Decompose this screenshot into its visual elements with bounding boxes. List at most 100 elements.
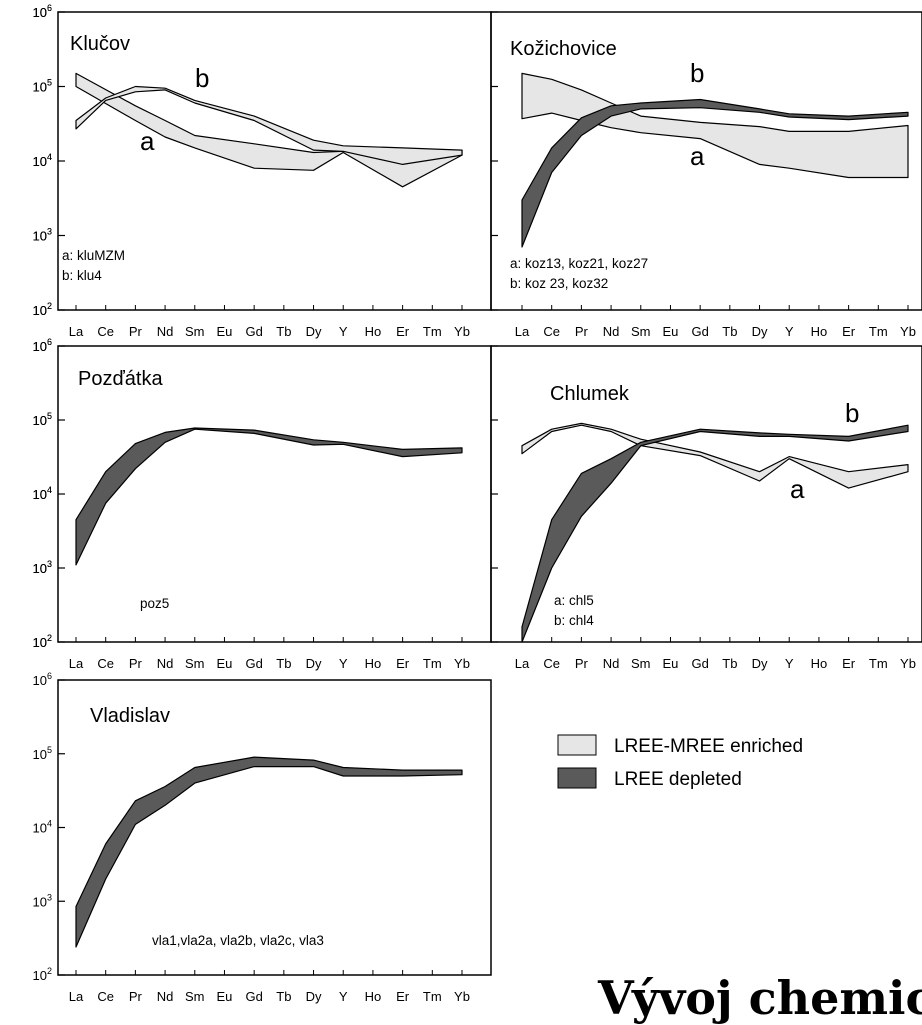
panel-title: Klučov [70,33,130,55]
footer-heading-fragment: Vývoj chemick [598,971,922,1025]
x-tick-label-sm: Sm [185,324,205,339]
legend-label-enriched: LREE-MREE enriched [614,736,803,757]
x-tick-label-tb: Tb [722,324,737,339]
band-sample-depleted [75,427,463,566]
x-tick-label-yb: Yb [900,324,916,339]
panel-title: Chlumek [550,383,630,405]
x-tick-label-gd: Gd [245,656,262,671]
panel-title: Vladislav [90,705,170,727]
band-b-enriched [75,85,463,165]
x-tick-label-sm: Sm [631,656,651,671]
x-tick-label-er: Er [396,989,410,1004]
x-tick-label-tm: Tm [423,989,442,1004]
y-tick-label: 104 [33,152,52,169]
x-tick-label-ho: Ho [811,656,828,671]
band-a-enriched [521,422,909,489]
x-tick-label-dy: Dy [306,324,322,339]
sample-note: poz5 [140,596,169,611]
x-tick-label-tb: Tb [276,656,291,671]
x-tick-label-pr: Pr [129,656,143,671]
x-tick-label-y: Y [339,656,348,671]
x-tick-label-la: La [69,989,84,1004]
y-tick-label: 106 [33,3,52,20]
band-label-a: a [140,126,155,156]
x-tick-label-sm: Sm [631,324,651,339]
x-tick-label-tb: Tb [722,656,737,671]
legend-label-depleted: LREE depleted [614,769,742,790]
x-tick-label-er: Er [842,324,856,339]
y-tick-label: 105 [33,411,52,428]
sample-note: a: kluMZM [62,248,125,263]
x-tick-label-y: Y [339,989,348,1004]
band-b-depleted [521,424,909,643]
x-tick-label-dy: Dy [752,656,768,671]
band-sample-depleted [75,756,463,948]
x-tick-label-tm: Tm [869,324,888,339]
sample-note: b: klu4 [62,268,102,283]
legend-swatch-enriched [557,734,597,756]
x-tick-label-ce: Ce [97,656,114,671]
x-tick-label-y: Y [339,324,348,339]
x-tick-label-pr: Pr [575,324,589,339]
x-tick-label-er: Er [842,656,856,671]
x-tick-label-yb: Yb [900,656,916,671]
sample-note: a: chl5 [554,593,594,608]
x-tick-label-gd: Gd [691,656,708,671]
x-tick-label-er: Er [396,656,410,671]
chart-panel-klucov: 102 103 104 105 106 La Ce Pr Nd Sm Eu Gd Tb Dy Y Ho Er Tm… [33,3,492,339]
y-tick-label: 103 [33,559,52,576]
sample-note: b: chl4 [554,613,594,628]
y-tick-label: 103 [33,227,52,244]
x-tick-label-yb: Yb [454,324,470,339]
band-label-b: b [690,58,704,88]
x-tick-label-gd: Gd [245,324,262,339]
x-tick-label-eu: Eu [663,324,679,339]
y-tick-label: 106 [33,337,52,354]
band-label-b: b [845,398,859,428]
x-tick-label-la: La [515,324,530,339]
x-tick-label-nd: Nd [603,324,620,339]
y-tick-label: 106 [33,3,52,20]
x-tick-label-y: Y [785,324,794,339]
x-tick-label-eu: Eu [217,656,233,671]
x-tick-label-ho: Ho [365,989,382,1004]
x-tick-label-nd: Nd [157,656,174,671]
y-tick-label: 106 [33,337,52,354]
sample-note: a: koz13, koz21, koz27 [510,256,648,271]
chart-panel-chlumek: 102 103 104 105 106 La Ce Pr Nd Sm Eu Gd Tb Dy Y Ho Er Tm… [33,337,922,671]
x-tick-label-eu: Eu [663,656,679,671]
y-tick-label: 104 [33,819,52,836]
y-tick-label: 102 [33,633,52,650]
y-tick-label: 105 [33,78,52,95]
y-tick-label: 102 [33,966,52,983]
legend-swatch-depleted [557,767,597,789]
y-tick-label: 102 [33,301,52,318]
plot-frame [57,345,492,643]
y-tick-label: 104 [33,485,52,502]
y-tick-label: 105 [33,78,52,95]
x-tick-label-ho: Ho [811,324,828,339]
x-tick-label-eu: Eu [217,324,233,339]
band-b-depleted [521,98,909,248]
band-label-a: a [790,474,805,504]
y-tick-label: 102 [33,633,52,650]
panel-title: Kožichovice [510,38,617,60]
y-tick-label: 105 [33,411,52,428]
y-tick-label: 104 [33,152,52,169]
sample-note: b: koz 23, koz32 [510,276,608,291]
chart-panel-kozichovice: 102 103 104 105 106 La Ce Pr Nd Sm Eu Gd Tb Dy Y Ho Er Tm… [33,3,922,339]
x-tick-label-dy: Dy [752,324,768,339]
x-tick-label-tm: Tm [423,656,442,671]
band-label-a: a [690,141,705,171]
x-tick-label-nd: Nd [157,989,174,1004]
sample-note: vla1,vla2a, vla2b, vla2c, vla3 [152,933,324,948]
x-tick-label-ho: Ho [365,324,382,339]
chart-panel-pozdatka: 102 103 104 105 106 La Ce Pr Nd Sm Eu Gd Tb Dy Y Ho Er Tm… [33,337,492,671]
x-tick-label-y: Y [785,656,794,671]
x-tick-label-pr: Pr [129,989,143,1004]
x-tick-label-eu: Eu [217,989,233,1004]
y-tick-label: 103 [33,892,52,909]
x-tick-label-ce: Ce [97,324,114,339]
y-tick-label: 104 [33,485,52,502]
y-tick-label: 106 [33,671,52,688]
